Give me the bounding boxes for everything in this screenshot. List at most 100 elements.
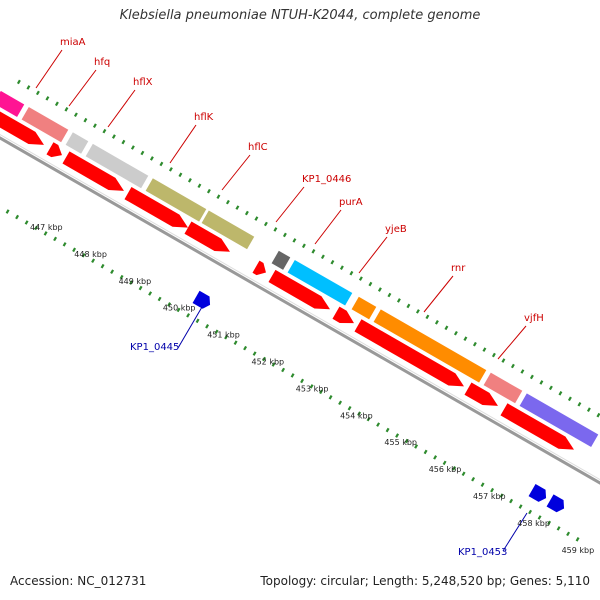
tick-dot-lower <box>433 455 438 460</box>
forward-cds-arrow[interactable] <box>354 319 464 387</box>
reverse-cds-arrow[interactable] <box>192 290 211 309</box>
tick-dot-upper <box>577 401 582 407</box>
gene-label[interactable]: hflC <box>248 142 268 153</box>
tick-dot-lower <box>309 384 314 389</box>
kbp-label: 455 kbp <box>384 438 417 447</box>
forward-cds-arrow[interactable] <box>62 151 124 191</box>
feature-band[interactable] <box>200 209 256 250</box>
tick-dot-upper <box>273 227 278 232</box>
forward-cds-arrow[interactable] <box>184 221 230 252</box>
tick-dot-upper <box>16 79 21 85</box>
feature-band[interactable] <box>518 392 600 448</box>
tick-dot-upper <box>244 210 249 216</box>
tick-dot-upper <box>292 238 297 243</box>
feature-band[interactable] <box>350 295 378 321</box>
feature-band[interactable] <box>270 249 292 271</box>
gene-label[interactable]: purA <box>339 197 363 208</box>
forward-cds-arrow[interactable] <box>124 187 188 228</box>
tick-dot-lower <box>376 422 381 427</box>
forward-cds-arrow[interactable] <box>332 306 354 324</box>
forward-cds-arrow[interactable] <box>268 269 330 310</box>
tick-dot-upper <box>54 101 59 107</box>
tick-dot-lower <box>110 269 115 274</box>
tick-dot-upper <box>149 156 154 161</box>
reverse-gene-label[interactable]: KP1_0445 <box>130 342 179 353</box>
tick-dot-upper <box>425 314 430 320</box>
tick-dot-lower <box>243 345 248 351</box>
gene-leader-line <box>221 154 251 191</box>
gene-label[interactable]: KP1_0446 <box>302 174 351 185</box>
tick-dot-upper <box>406 303 411 309</box>
tick-dot-lower <box>271 362 276 367</box>
feature-band[interactable] <box>0 90 26 118</box>
forward-cds-arrow[interactable] <box>46 142 62 158</box>
tick-dot-lower <box>509 498 514 504</box>
tick-dot-lower <box>385 427 390 433</box>
forward-cds-arrow[interactable] <box>0 107 44 145</box>
tick-dot-lower <box>366 416 371 422</box>
gene-label[interactable]: hflK <box>194 112 214 123</box>
tick-dot-upper <box>263 221 268 227</box>
feature-band[interactable] <box>286 259 354 307</box>
gene-leader-line <box>358 236 388 274</box>
tick-dot-lower <box>205 324 210 329</box>
tick-dot-lower <box>556 526 561 531</box>
tick-dot-upper <box>396 298 401 303</box>
gene-leader-line <box>177 306 203 349</box>
gene-label[interactable]: miaA <box>60 37 86 48</box>
tick-dot-upper <box>35 90 40 96</box>
tick-dot-upper <box>529 374 534 380</box>
gene-leader-line <box>423 275 454 313</box>
tick-dot-upper <box>216 194 221 199</box>
genome-backbone <box>0 136 600 485</box>
tick-dot-lower <box>214 329 219 335</box>
gene-leader-line <box>169 124 197 164</box>
tick-dot-lower <box>119 274 124 280</box>
feature-band[interactable] <box>482 371 524 405</box>
feature-band[interactable] <box>20 106 70 144</box>
reverse-cds-arrow[interactable] <box>528 484 547 502</box>
tick-dot-upper <box>586 407 591 413</box>
tick-dot-upper <box>596 412 600 418</box>
feature-band[interactable] <box>84 143 150 190</box>
tick-dot-upper <box>444 325 449 331</box>
genome-backbone-highlight <box>0 133 600 481</box>
gene-label[interactable]: hflX <box>133 77 153 88</box>
tick-dot-lower <box>138 285 143 291</box>
tick-dot-lower <box>452 466 457 471</box>
gene-label[interactable]: hfq <box>94 57 110 68</box>
kbp-label: 450 kbp <box>163 304 196 313</box>
tick-dot-upper <box>482 347 487 352</box>
footer-accession: Accession: NC_012731 <box>10 574 147 588</box>
gene-label[interactable]: vjfH <box>524 313 544 324</box>
kbp-label: 451 kbp <box>207 331 240 340</box>
page-title: Klebsiella pneumoniae NTUH-K2044, comple… <box>119 8 481 23</box>
reverse-gene-label[interactable]: KP1_0453 <box>458 547 507 558</box>
gene-label[interactable]: yjeB <box>385 224 407 235</box>
tick-dot-lower <box>490 487 495 493</box>
reverse-cds-arrow[interactable] <box>546 494 565 513</box>
gene-label[interactable]: rnr <box>451 263 466 274</box>
gene-leader-line <box>502 512 528 552</box>
tick-dot-upper <box>558 391 563 396</box>
forward-cds-arrow[interactable] <box>252 260 266 276</box>
tick-dot-lower <box>262 356 267 362</box>
feature-band[interactable] <box>144 177 208 223</box>
footer-topology: Topology: circular; Length: 5,248,520 bp… <box>260 574 590 588</box>
tick-dot-lower <box>357 411 362 416</box>
kbp-label: 452 kbp <box>252 358 285 367</box>
tick-dot-lower <box>148 291 153 296</box>
feature-band[interactable] <box>64 131 90 155</box>
tick-dot-lower <box>547 520 552 526</box>
forward-cds-arrow[interactable] <box>500 403 574 450</box>
forward-cds-arrow[interactable] <box>464 382 498 406</box>
kbp-label: 453 kbp <box>296 384 329 393</box>
tick-dot-lower <box>167 302 172 307</box>
kbp-label: 456 kbp <box>429 465 462 474</box>
feature-band[interactable] <box>372 308 488 384</box>
tick-dot-upper <box>254 216 259 221</box>
tick-dot-lower <box>5 209 10 214</box>
tick-dot-upper <box>567 396 572 402</box>
